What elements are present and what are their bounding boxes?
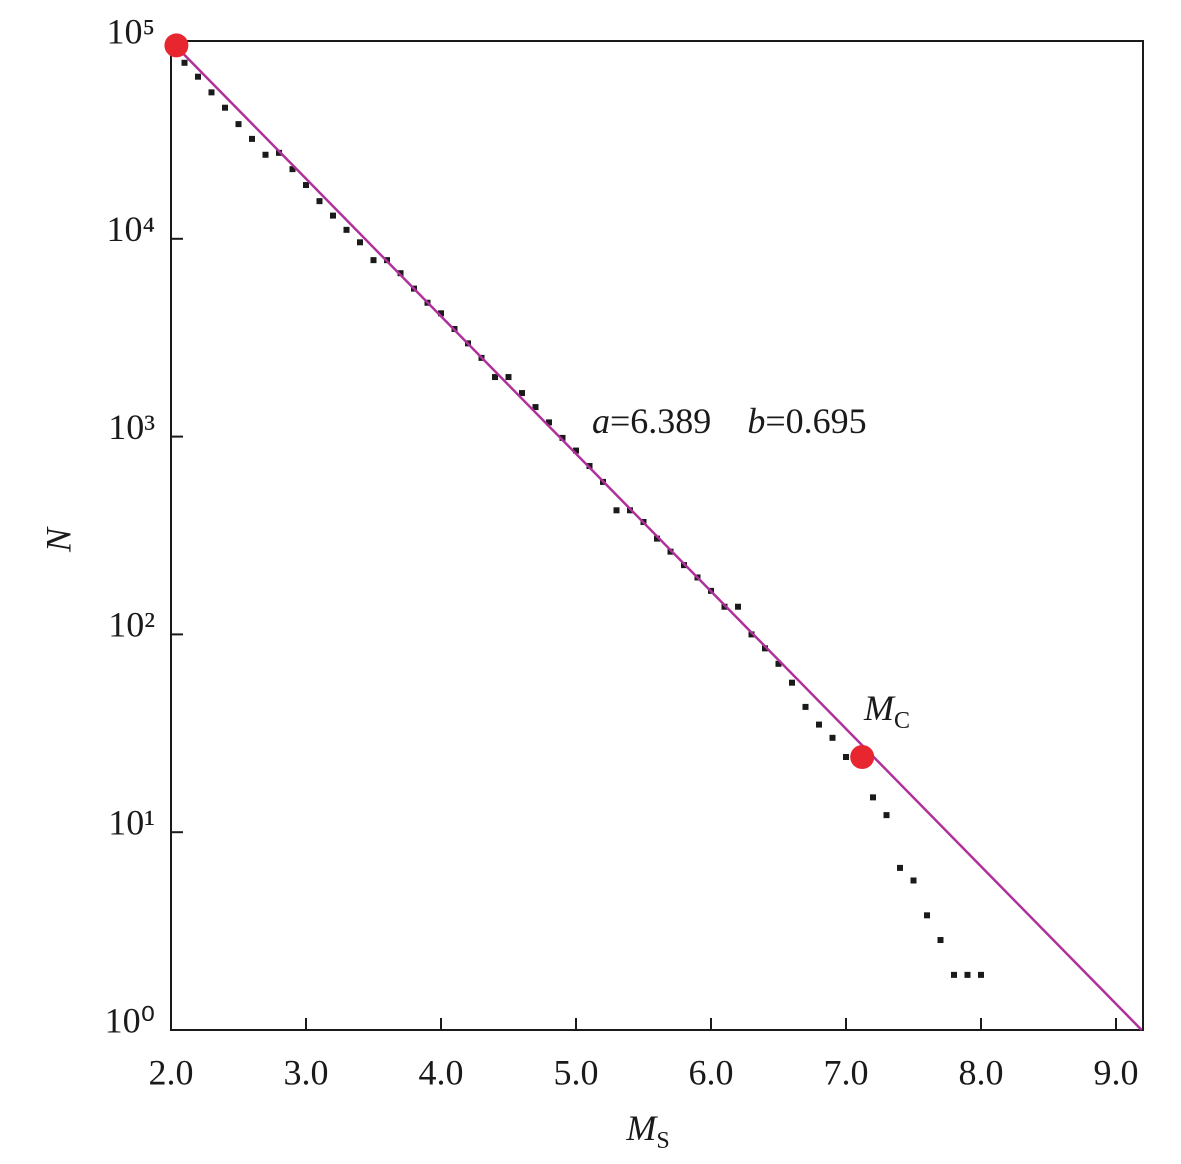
data-point xyxy=(559,434,566,441)
data-point xyxy=(249,135,255,142)
data-point xyxy=(762,645,768,652)
x-tick-label: 4.0 xyxy=(419,1052,464,1092)
data-point xyxy=(789,679,795,686)
y-tick-label: 10³ xyxy=(108,407,155,447)
data-point xyxy=(829,734,836,741)
mc-main: M xyxy=(863,688,896,728)
data-point xyxy=(289,166,296,173)
mc-sub: C xyxy=(894,708,910,734)
x-tick-label: 2.0 xyxy=(149,1052,194,1092)
data-point xyxy=(343,226,350,233)
data-point xyxy=(924,912,930,919)
data-point xyxy=(357,239,363,246)
data-point xyxy=(937,937,944,944)
data-point xyxy=(964,971,971,978)
x-axis-label-main: M xyxy=(625,1108,658,1148)
data-point xyxy=(492,374,498,381)
plot-frame xyxy=(170,40,1144,1031)
data-point xyxy=(546,419,552,426)
data-point xyxy=(654,535,660,542)
x-axis-label-sub: S xyxy=(656,1128,669,1154)
x-tick-label: 3.0 xyxy=(284,1052,329,1092)
fit-a-name: a xyxy=(592,401,610,441)
data-point xyxy=(532,404,539,411)
data-point xyxy=(303,182,309,189)
data-point xyxy=(208,89,215,96)
fit-annotation: a=6.389 b=0.695 xyxy=(592,401,867,441)
data-point xyxy=(843,753,849,760)
data-point xyxy=(370,257,377,264)
data-point xyxy=(748,631,755,638)
highlight-point xyxy=(850,744,875,769)
data-point xyxy=(883,812,890,819)
data-point xyxy=(195,73,201,80)
data-point xyxy=(438,310,444,317)
data-point xyxy=(951,971,957,978)
x-tick-label: 6.0 xyxy=(689,1052,734,1092)
data-point xyxy=(505,374,512,381)
data-point xyxy=(897,864,903,871)
data-point xyxy=(222,104,228,111)
fit-b-name: b xyxy=(747,401,765,441)
data-point xyxy=(519,390,525,397)
data-point xyxy=(775,660,782,667)
data-point xyxy=(978,971,984,978)
fit-b-value: =0.695 xyxy=(765,401,866,441)
data-point xyxy=(316,198,323,205)
y-tick-label: 10¹ xyxy=(108,802,155,842)
data-point xyxy=(613,507,620,514)
data-point xyxy=(910,877,917,884)
data-point xyxy=(735,603,741,610)
x-tick-label: 5.0 xyxy=(554,1052,599,1092)
data-point xyxy=(870,794,876,801)
y-axis-label: N xyxy=(38,526,78,553)
data-point xyxy=(262,151,269,158)
y-tick-label: 10⁰ xyxy=(105,1000,155,1040)
y-tick-label: 10² xyxy=(108,605,155,645)
fit-a-value: =6.389 xyxy=(610,401,711,441)
data-point xyxy=(802,703,809,710)
data-point xyxy=(181,59,188,66)
data-point xyxy=(573,447,579,454)
data-point xyxy=(330,212,336,219)
mc-annotation: MC xyxy=(863,688,910,733)
fit-line xyxy=(170,40,1143,1031)
y-tick-label: 10⁵ xyxy=(106,11,155,51)
data-point xyxy=(235,121,242,128)
data-point xyxy=(397,270,404,277)
highlight-point xyxy=(164,33,189,58)
x-tick-label: 7.0 xyxy=(824,1052,869,1092)
y-tick-label: 10⁴ xyxy=(106,209,155,249)
data-point xyxy=(816,721,822,728)
x-axis-label: MS xyxy=(625,1108,669,1153)
x-tick-label: 8.0 xyxy=(959,1052,1004,1092)
x-tick-label: 9.0 xyxy=(1094,1052,1139,1092)
